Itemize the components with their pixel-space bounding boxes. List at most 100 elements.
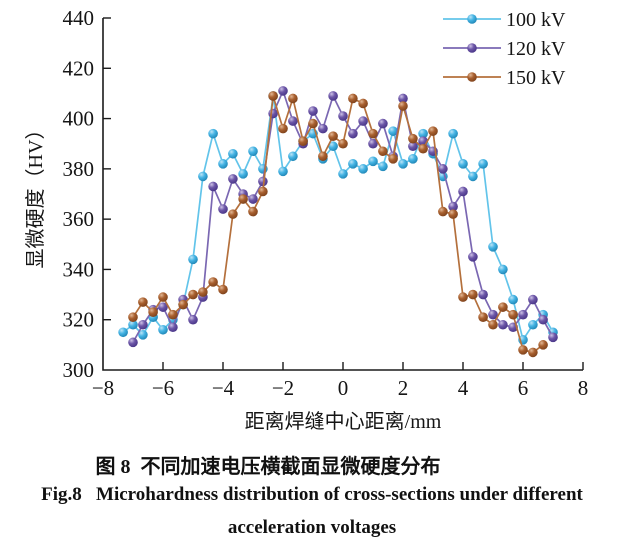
data-point xyxy=(528,347,538,358)
data-point xyxy=(208,128,218,139)
data-point xyxy=(468,171,478,182)
data-point xyxy=(328,91,338,101)
x-axis-label: 距离焊缝中心距离/mm xyxy=(245,410,442,433)
data-point xyxy=(408,154,418,164)
data-point xyxy=(398,101,408,111)
data-point xyxy=(348,159,358,169)
data-point xyxy=(528,294,538,305)
data-point xyxy=(198,171,208,182)
data-point xyxy=(438,164,448,174)
data-point xyxy=(218,159,228,169)
data-point xyxy=(268,91,278,101)
data-point xyxy=(418,128,428,139)
x-tick-label: −2 xyxy=(272,376,294,400)
data-point xyxy=(488,242,498,252)
data-point xyxy=(138,297,148,307)
data-point xyxy=(448,209,458,219)
data-point xyxy=(448,128,458,139)
data-point xyxy=(358,98,368,109)
caption-english-line1: Fig.8 Microhardness distribution of cros… xyxy=(41,484,583,505)
caption-english-line2: acceleration voltages xyxy=(227,517,397,538)
y-tick-label: 380 xyxy=(63,157,95,181)
data-point xyxy=(208,277,218,287)
data-point xyxy=(508,294,518,305)
data-point xyxy=(128,319,138,330)
y-tick-label: 340 xyxy=(63,257,95,281)
data-point xyxy=(118,327,128,338)
data-point xyxy=(168,309,178,320)
data-point xyxy=(178,299,188,310)
data-point xyxy=(228,174,238,184)
data-point xyxy=(478,289,488,300)
data-point xyxy=(248,194,258,204)
data-point xyxy=(328,131,338,141)
data-point xyxy=(368,156,378,167)
x-tick-label: 8 xyxy=(578,376,589,400)
legend-marker-ball xyxy=(467,14,477,24)
data-point xyxy=(368,138,378,149)
legend-item-100-kv: 100 kV xyxy=(443,9,566,31)
legend-label: 100 kV xyxy=(506,9,566,31)
data-point xyxy=(148,307,158,317)
data-point xyxy=(198,287,208,297)
data-point xyxy=(218,204,228,214)
data-point xyxy=(258,176,268,187)
data-point xyxy=(458,186,468,197)
axes: −8 −6 −4 −2 0 2 4 6 8 300 320 340 360 380 400 420 440 距离焊… xyxy=(24,6,588,433)
x-tick-label: 4 xyxy=(458,376,469,400)
data-point xyxy=(158,324,168,335)
data-point xyxy=(458,292,468,302)
data-point xyxy=(308,118,318,129)
data-point xyxy=(518,345,528,355)
data-point xyxy=(368,128,378,139)
legend-label: 120 kV xyxy=(506,38,566,60)
data-point xyxy=(378,146,388,157)
data-point xyxy=(498,264,508,275)
data-point xyxy=(228,148,238,159)
data-point xyxy=(168,322,178,333)
data-point xyxy=(488,309,498,320)
data-point xyxy=(388,126,398,136)
data-point xyxy=(298,136,308,146)
data-point xyxy=(528,319,538,330)
data-point xyxy=(248,206,258,217)
data-point xyxy=(358,116,368,126)
y-axis-label: 显微硬度（HV） xyxy=(24,120,47,269)
data-point xyxy=(188,254,198,265)
data-point xyxy=(338,138,348,149)
data-point xyxy=(268,108,278,119)
legend: 100 kV 120 kV 150 kV xyxy=(443,9,566,89)
y-tick-label: 300 xyxy=(63,358,95,382)
y-tick-label: 440 xyxy=(63,6,95,30)
series-150-kv xyxy=(128,91,548,358)
data-point xyxy=(328,141,338,152)
data-point xyxy=(338,169,348,179)
data-point xyxy=(458,159,468,169)
x-tick-label: 2 xyxy=(398,376,409,400)
data-point xyxy=(318,151,328,162)
data-point xyxy=(138,319,148,330)
data-point xyxy=(478,159,488,169)
data-point xyxy=(548,332,558,343)
y-tick-label: 420 xyxy=(63,56,95,80)
data-point xyxy=(488,319,498,330)
data-point xyxy=(378,118,388,129)
data-point xyxy=(538,314,548,325)
x-tick-label: −4 xyxy=(212,376,235,400)
data-point xyxy=(418,143,428,154)
data-point xyxy=(398,93,408,104)
data-point xyxy=(188,314,198,325)
data-point xyxy=(468,289,478,300)
data-point xyxy=(468,252,478,262)
y-tick-label: 400 xyxy=(63,107,95,131)
legend-label: 150 kV xyxy=(506,67,566,89)
data-point xyxy=(158,292,168,302)
data-point xyxy=(388,154,398,164)
data-point xyxy=(348,93,358,104)
data-point xyxy=(278,86,288,96)
data-point xyxy=(288,93,298,104)
data-point xyxy=(158,302,168,312)
y-tick-label: 360 xyxy=(63,207,95,231)
data-point xyxy=(498,302,508,312)
